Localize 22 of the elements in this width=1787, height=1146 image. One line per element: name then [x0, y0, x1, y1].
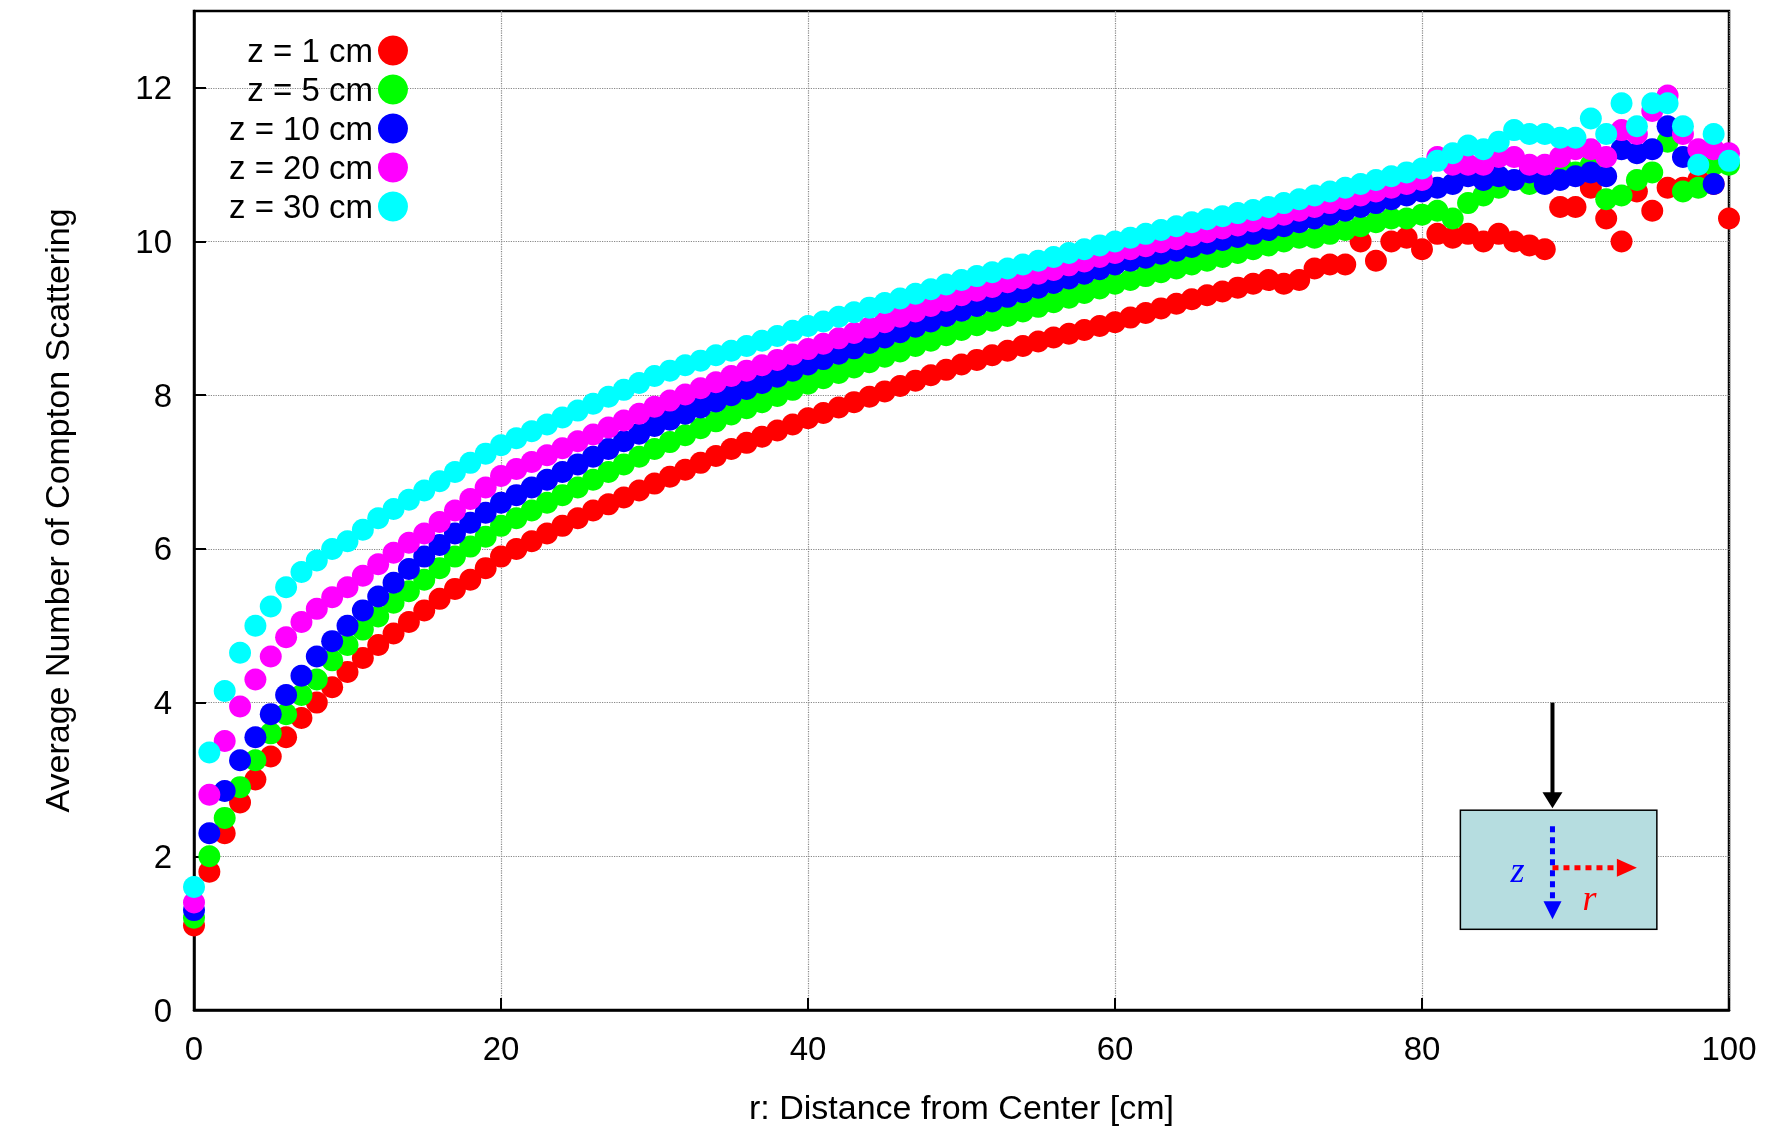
y-tick-label: 2 — [153, 837, 172, 875]
legend-label: z = 10 cm — [228, 110, 373, 147]
x-tick-label: 100 — [1701, 1030, 1757, 1067]
annotation: r — [1582, 877, 1598, 918]
legend-label: z = 5 cm — [247, 71, 373, 108]
y-tick-label: 12 — [135, 69, 172, 107]
x-tick-label: 20 — [482, 1030, 520, 1067]
y-tick-label: 6 — [153, 530, 172, 568]
y-axis-title: Average Number of Compton Scattering — [38, 208, 76, 813]
x-axis-title: r: Distance from Center [cm] — [748, 1088, 1175, 1126]
y-tick-label: 8 — [153, 376, 172, 414]
x-tick-label: 80 — [1403, 1030, 1441, 1067]
annotation: z — [1509, 849, 1525, 890]
y-tick-label: 0 — [153, 991, 172, 1029]
y-tick-label: 4 — [153, 684, 172, 722]
legend-label: z = 20 cm — [228, 149, 373, 186]
x-tick-label: 40 — [789, 1030, 827, 1067]
x-tick-label: 60 — [1096, 1030, 1134, 1067]
legend-label: z = 1 cm — [247, 32, 373, 69]
y-tick-label: 10 — [135, 223, 172, 261]
legend-label: z = 30 cm — [228, 188, 373, 225]
x-tick-label: 0 — [184, 1030, 204, 1067]
